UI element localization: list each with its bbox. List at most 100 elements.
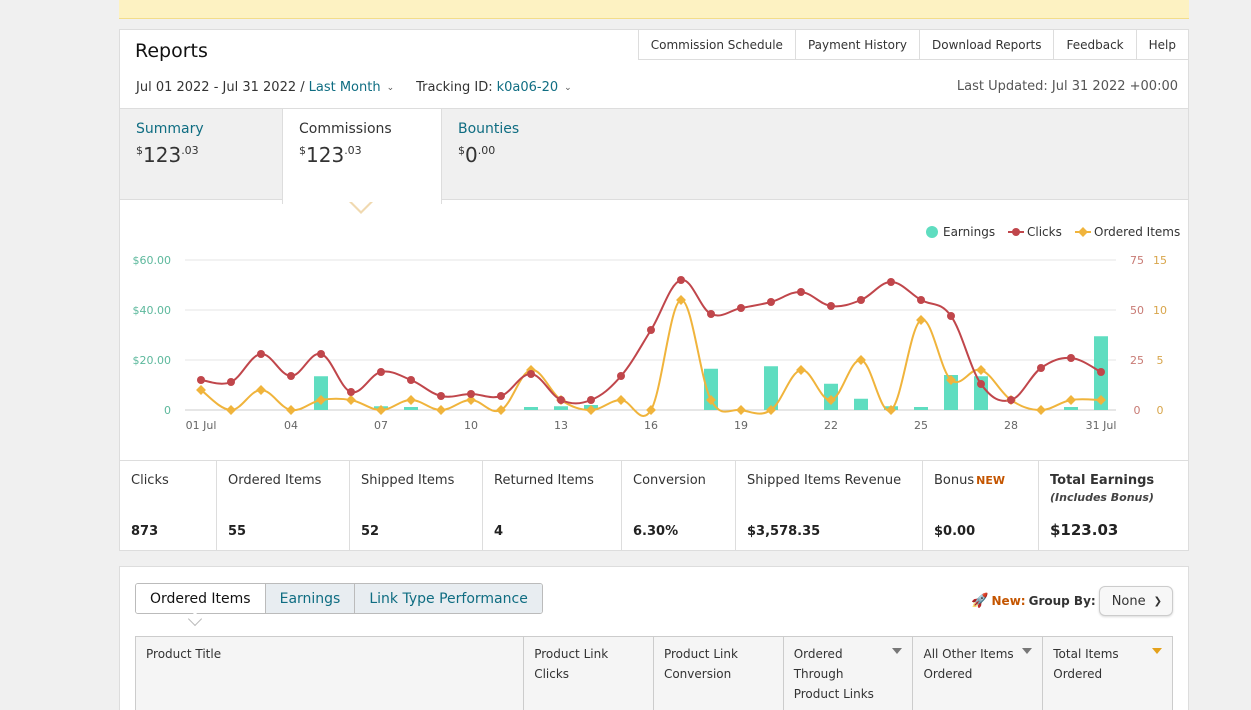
stat-label: Total Earnings: [1050, 473, 1155, 488]
y-tick-label-clicks: 25: [1130, 354, 1144, 367]
y-tick-label-items: 15: [1153, 254, 1167, 267]
y-tick-label-earnings: $60.00: [133, 254, 172, 267]
x-tick-label: 07: [374, 419, 388, 432]
tab-earnings[interactable]: Earnings: [264, 584, 355, 613]
chevron-down-icon[interactable]: ⌄: [386, 82, 395, 93]
ordered-items-point: [226, 405, 236, 415]
legend-clicks-label: Clicks: [1027, 225, 1062, 239]
ordered-items-point: [586, 405, 596, 415]
ordered-items-point: [826, 395, 836, 405]
ordered-items-point: [796, 365, 806, 375]
tab-commissions-label: Commissions: [299, 121, 392, 137]
stat-label: Ordered Items: [228, 473, 322, 488]
sort-icon[interactable]: [1022, 648, 1033, 654]
clicks-point: [557, 396, 565, 404]
x-tick-label: 28: [1004, 419, 1018, 432]
ordered-items-point: [346, 395, 356, 405]
clicks-point: [857, 296, 865, 304]
payment-history-link[interactable]: Payment History: [796, 30, 920, 59]
x-tick-label: 19: [734, 419, 748, 432]
x-tick-label: 01 Jul: [186, 419, 217, 432]
active-tab-pointer: [187, 611, 203, 627]
stat-value: 6.30%: [633, 524, 679, 539]
y-tick-label-earnings: 0: [164, 404, 171, 417]
ordered-items-point: [1036, 405, 1046, 415]
feedback-link[interactable]: Feedback: [1054, 30, 1137, 59]
legend-earnings-marker: [926, 226, 938, 238]
x-tick-label: 10: [464, 419, 478, 432]
chevron-down-icon[interactable]: ⌄: [564, 82, 572, 93]
clicks-point: [827, 302, 835, 310]
amount-whole: 123: [143, 143, 182, 167]
clicks-point: [437, 392, 445, 400]
stat-total-earnings: Total Earnings (Includes Bonus) $123.03: [1039, 461, 1188, 551]
col-product-title[interactable]: Product Title: [136, 637, 525, 710]
clicks-point: [647, 326, 655, 334]
clicks-point: [1097, 368, 1105, 376]
ordered-items-point: [736, 405, 746, 415]
y-tick-label-clicks: 0: [1134, 404, 1141, 417]
earnings-bar: [1064, 407, 1078, 410]
col-label: Product Link Conversion: [663, 647, 738, 681]
legend-ordered-items-marker: [1078, 227, 1088, 237]
clicks-point: [347, 388, 355, 396]
page-title: Reports: [135, 40, 208, 62]
y-tick-label-clicks: 50: [1130, 304, 1144, 317]
clicks-point: [1037, 364, 1045, 372]
stat-value: $0.00: [934, 524, 976, 539]
items-table-header: Product Title Product Link Clicks Produc…: [135, 636, 1173, 710]
tab-bounties[interactable]: Bounties $0.00: [442, 109, 602, 201]
sort-icon[interactable]: [1152, 648, 1163, 654]
amount-cents: .03: [344, 144, 362, 157]
clicks-point: [1007, 396, 1015, 404]
ordered-items-point: [706, 395, 716, 405]
stat-shipped-items: Shipped Items 52: [350, 461, 483, 551]
tab-commissions[interactable]: Commissions $123.03: [282, 109, 442, 204]
commission-schedule-link[interactable]: Commission Schedule: [639, 30, 796, 59]
amount-whole: 123: [306, 143, 345, 167]
help-link[interactable]: Help: [1148, 37, 1176, 52]
ordered-items-point: [946, 375, 956, 385]
detail-tabs: Ordered Items Earnings Link Type Perform…: [135, 583, 543, 614]
col-total-items[interactable]: Total Items Ordered: [1043, 637, 1172, 710]
stat-returned-items: Returned Items 4: [483, 461, 622, 551]
col-label: Product Title: [146, 647, 222, 661]
col-label: Ordered Through Product Links: [793, 647, 874, 701]
col-all-other-items[interactable]: All Other Items Ordered: [913, 637, 1044, 710]
stat-value: $123.03: [1050, 521, 1119, 539]
amount-whole: 0: [465, 143, 478, 167]
tab-summary[interactable]: Summary $123.03: [120, 109, 280, 201]
ordered-items-point: [406, 395, 416, 405]
stat-sublabel: (Includes Bonus): [1050, 491, 1154, 504]
last-updated: Last Updated: Jul 31 2022 +00:00: [956, 79, 1178, 94]
tab-link-type-performance[interactable]: Link Type Performance: [354, 584, 542, 613]
clicks-point: [947, 312, 955, 320]
clicks-point: [917, 296, 925, 304]
stat-label: Shipped Items Revenue: [747, 473, 902, 488]
currency-symbol: $: [458, 144, 465, 157]
stat-bonus: Bonus NEW $0.00: [923, 461, 1039, 551]
tracking-id-dropdown[interactable]: k0a06-20: [496, 80, 559, 95]
col-ordered-through-links[interactable]: Ordered Through Product Links: [784, 637, 914, 710]
stat-label: Returned Items: [494, 473, 594, 488]
earnings-bar: [854, 398, 868, 410]
report-nav: Commission Schedule Payment History Down…: [637, 30, 1188, 60]
x-tick-label: 04: [284, 419, 298, 432]
col-label: All Other Items Ordered: [923, 647, 1014, 681]
tab-ordered-items[interactable]: Ordered Items: [136, 584, 265, 613]
ordered-items-point: [976, 365, 986, 375]
sort-icon[interactable]: [892, 648, 903, 654]
y-tick-label-earnings: $40.00: [133, 304, 172, 317]
earnings-bar: [914, 407, 928, 410]
amount-cents: .00: [477, 144, 496, 157]
clicks-point: [887, 278, 895, 286]
ordered-items-line: [200, 299, 1102, 418]
clicks-point: [1067, 354, 1075, 362]
col-product-link-conversion[interactable]: Product Link Conversion: [654, 637, 784, 710]
y-tick-label-items: 5: [1157, 354, 1164, 367]
date-preset-dropdown[interactable]: Last Month: [308, 80, 381, 95]
ordered-items-point: [286, 405, 296, 415]
col-product-link-clicks[interactable]: Product Link Clicks: [524, 637, 654, 710]
download-reports-link[interactable]: Download Reports: [920, 30, 1055, 59]
group-by-select[interactable]: None ❯: [1098, 586, 1173, 616]
